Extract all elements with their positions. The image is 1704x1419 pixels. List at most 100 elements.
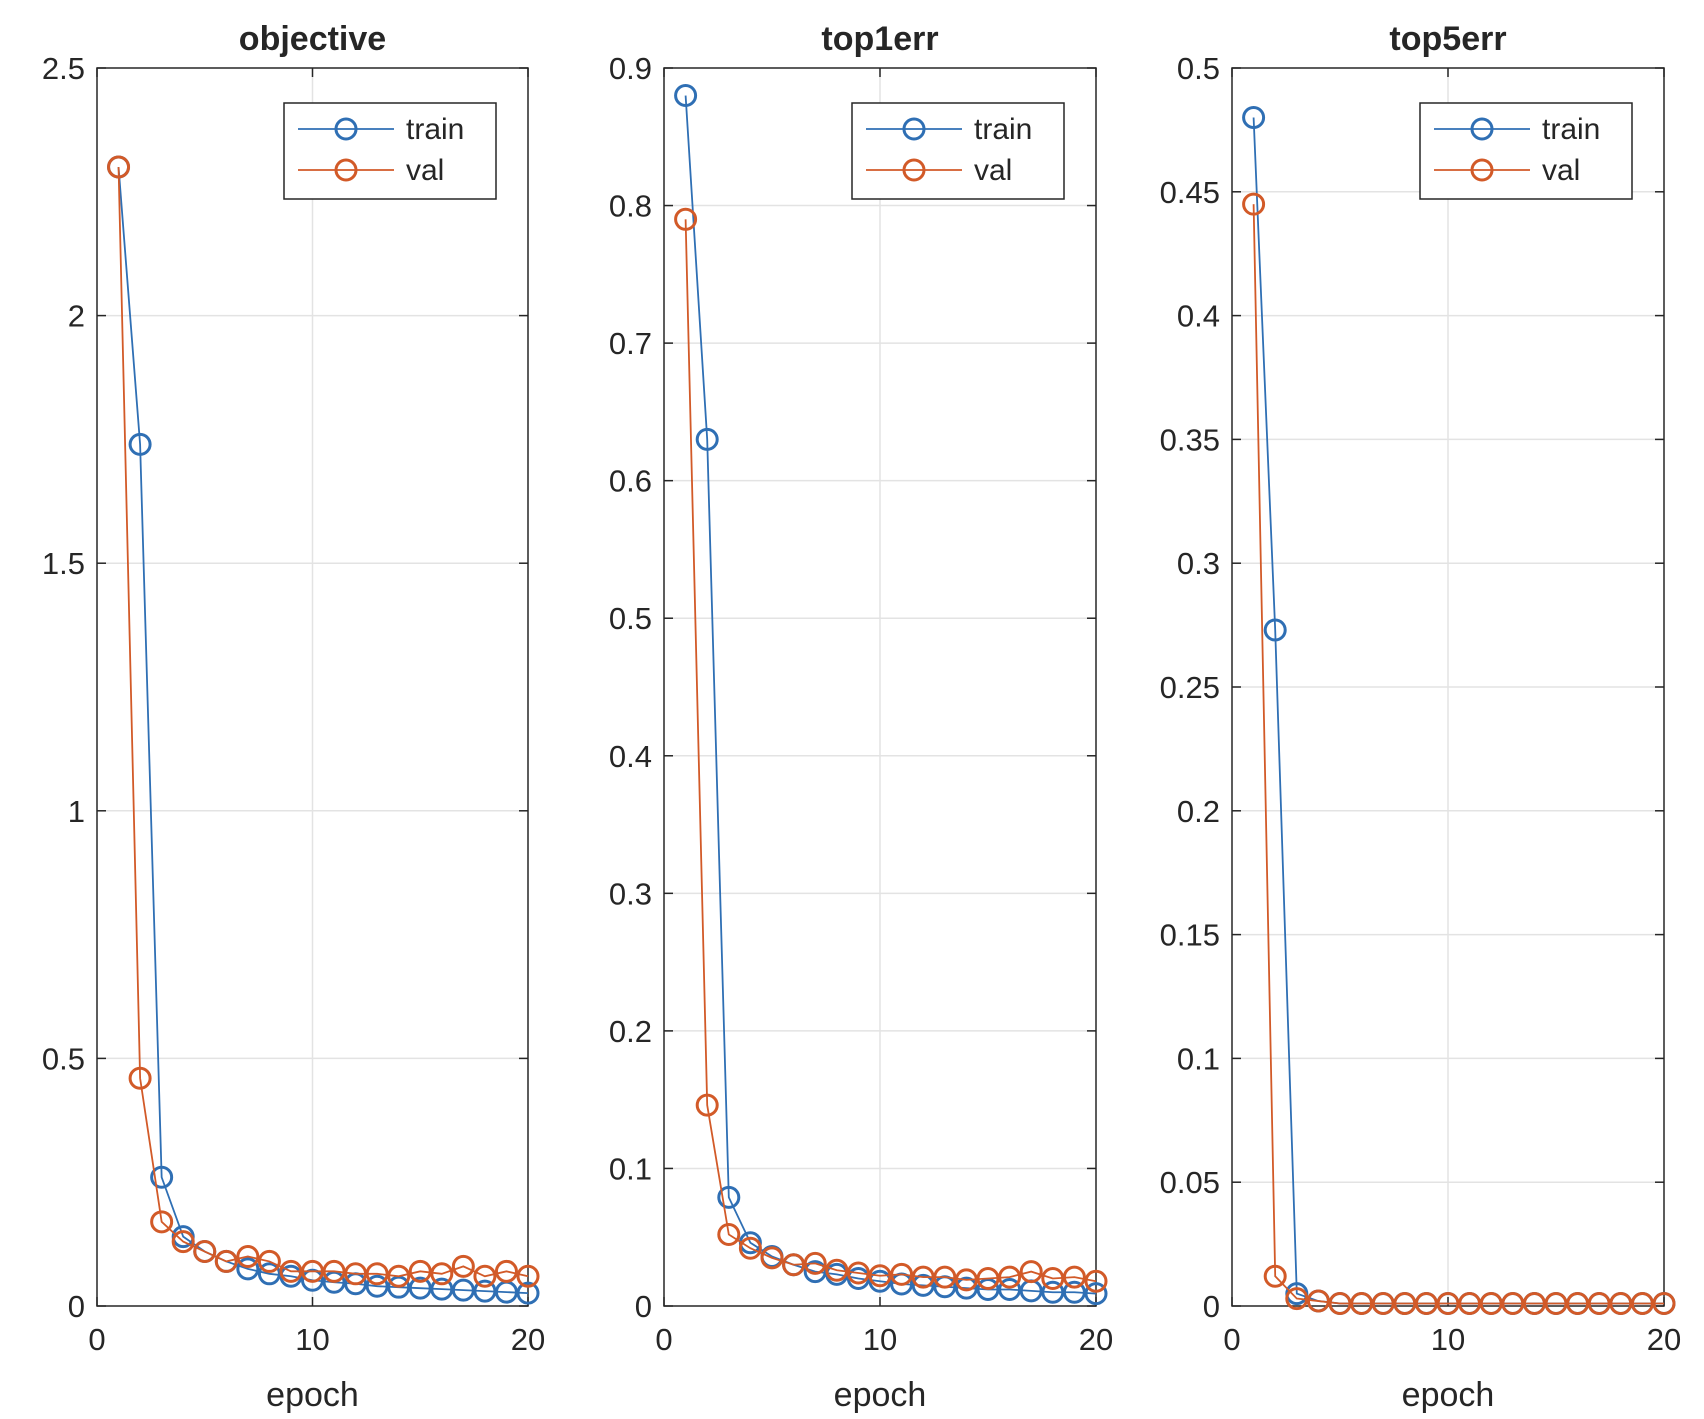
chart-1-train-point-19 — [1084, 1282, 1108, 1306]
chart-0-val-point-11 — [344, 1262, 368, 1286]
chart-2-ytick-label-5: 0.25 — [1160, 670, 1220, 705]
chart-1-val-point-7 — [825, 1258, 849, 1282]
chart-1-ytick-label-5: 0.5 — [609, 601, 652, 636]
chart-1: 0 10 20 0 0.1 0.2 0.3 0.4 0.5 0.6 0.7 0.8 0.9 top1err… — [609, 20, 1113, 1414]
chart-1-val-point-17 — [1041, 1266, 1065, 1290]
chart-2-val-point-19 — [1652, 1292, 1676, 1316]
chart-0-val-point-4 — [193, 1240, 217, 1264]
chart-0-ytick-label-0: 0 — [68, 1289, 85, 1324]
chart-1-train-point-0 — [674, 84, 698, 108]
chart-2-val-point-11 — [1479, 1292, 1503, 1316]
chart-0-val-point-16 — [451, 1254, 475, 1278]
chart-2-val-point-4 — [1328, 1292, 1352, 1316]
chart-0: 0 10 20 0 0.5 1 1.5 2 2.5 objective epoch train val — [42, 20, 545, 1414]
chart-1-val-point-16 — [1019, 1260, 1043, 1284]
chart-0-xtick-label-0: 0 — [88, 1322, 105, 1357]
chart-1-val-point-3 — [738, 1236, 762, 1260]
chart-2-val-point-5 — [1350, 1292, 1374, 1316]
chart-0-val-point-17 — [473, 1264, 497, 1288]
chart-0-ytick-label-2: 1 — [68, 794, 85, 829]
chart-0-val-line — [117, 167, 529, 1278]
chart-0-train-point-9 — [301, 1268, 324, 1292]
chart-1-train-point-6 — [803, 1260, 827, 1284]
chart-0-legend-train-marker — [334, 117, 358, 141]
chart-2-xtick-label-1: 10 — [1431, 1322, 1465, 1357]
chart-0-train-point-7 — [257, 1262, 281, 1286]
chart-1-series-val — [674, 207, 1108, 1293]
chart-2-ytick-label-2: 0.1 — [1177, 1041, 1220, 1076]
chart-2-train-line — [1252, 117, 1664, 1305]
chart-1-val-point-8 — [846, 1261, 870, 1285]
chart-0-val-point-0 — [107, 155, 131, 179]
chart-1-legend-box — [851, 102, 1065, 200]
chart-1-val-point-14 — [976, 1266, 1000, 1290]
chart-2-val-point-10 — [1458, 1292, 1482, 1316]
chart-2-val-line — [1252, 204, 1664, 1305]
chart-1-train-point-11 — [911, 1273, 935, 1297]
chart-0-val-point-18 — [494, 1259, 518, 1283]
chart-2-val-point-7 — [1393, 1292, 1417, 1316]
chart-1-legend-val-marker — [902, 158, 926, 182]
chart-1-val-point-4 — [760, 1246, 784, 1270]
chart-0-legend: train val — [283, 102, 497, 200]
chart-2-legend: train val — [1419, 102, 1633, 200]
chart-2-legend-val-marker — [1470, 158, 1494, 182]
chart-1-ytick-label-1: 0.1 — [609, 1151, 652, 1186]
chart-2-legend-box — [1419, 102, 1633, 200]
chart-2-ytick-label-8: 0.4 — [1177, 299, 1220, 334]
chart-0-val-point-8 — [279, 1259, 303, 1283]
chart-0-val-point-10 — [322, 1259, 346, 1283]
chart-0-ytick-label-5: 2.5 — [42, 51, 85, 86]
chart-2-legend-train-marker — [1470, 117, 1494, 141]
chart-1-train-point-15 — [998, 1277, 1022, 1301]
chart-2-ytick-label-7: 0.35 — [1160, 422, 1220, 457]
chart-2-title: top5err — [1389, 20, 1506, 58]
chart-1-val-point-11 — [911, 1265, 935, 1289]
chart-1-val-point-1 — [695, 1093, 719, 1117]
chart-1-legend-val-label: val — [974, 154, 1012, 187]
chart-0-val-point-7 — [257, 1249, 281, 1273]
chart-2-val-point-1 — [1263, 1264, 1287, 1288]
chart-0-xlabel: epoch — [266, 1376, 359, 1414]
chart-0-title: objective — [239, 20, 386, 58]
chart-1-train-point-13 — [954, 1276, 978, 1300]
chart-2-series-val — [1242, 192, 1676, 1316]
chart-0-train-point-12 — [365, 1274, 389, 1298]
chart-0-train-point-2 — [150, 1165, 174, 1189]
chart-0-train-point-16 — [451, 1278, 475, 1302]
chart-2-xlabel: epoch — [1402, 1376, 1495, 1414]
chart-1-legend-train-marker — [902, 117, 926, 141]
chart-0-train-point-6 — [236, 1257, 260, 1281]
chart-2-val-point-9 — [1436, 1292, 1460, 1316]
chart-1-ytick-label-4: 0.4 — [609, 739, 652, 774]
chart-1-val-point-15 — [998, 1265, 1022, 1289]
chart-1-val-point-10 — [890, 1262, 914, 1286]
chart-2-ytick-label-6: 0.3 — [1177, 546, 1220, 581]
chart-1-ytick-label-3: 0.3 — [609, 876, 652, 911]
chart-0-xtick-label-1: 10 — [295, 1322, 329, 1357]
chart-1-val-point-19 — [1084, 1269, 1108, 1293]
chart-0-val-point-14 — [408, 1259, 432, 1283]
chart-0-val-point-15 — [430, 1262, 454, 1286]
chart-0-legend-train-label: train — [406, 113, 464, 146]
chart-0-val-point-9 — [301, 1259, 324, 1283]
chart-1-val-line — [684, 219, 1097, 1283]
chart-1-legend: train val — [851, 102, 1065, 200]
chart-0-val-point-2 — [150, 1210, 174, 1234]
chart-0-ytick-label-3: 1.5 — [42, 546, 85, 581]
chart-2-val-point-12 — [1501, 1292, 1525, 1316]
chart-2-legend-val-label: val — [1542, 154, 1580, 187]
chart-2-val-point-2 — [1285, 1287, 1309, 1311]
chart-2-xtick-label-0: 0 — [1223, 1322, 1240, 1357]
chart-1-val-point-9 — [868, 1264, 892, 1288]
chart-1-train-point-2 — [717, 1185, 741, 1209]
chart-1-title: top1err — [821, 20, 938, 58]
chart-0-val-point-12 — [365, 1262, 389, 1286]
chart-1-ytick-label-2: 0.2 — [609, 1014, 652, 1049]
chart-2-val-point-8 — [1414, 1292, 1438, 1316]
chart-1-xtick-label-2: 20 — [1079, 1322, 1113, 1357]
chart-2-val-point-14 — [1544, 1292, 1568, 1316]
chart-2-val-point-6 — [1371, 1292, 1395, 1316]
chart-0-legend-val-marker — [334, 158, 358, 182]
